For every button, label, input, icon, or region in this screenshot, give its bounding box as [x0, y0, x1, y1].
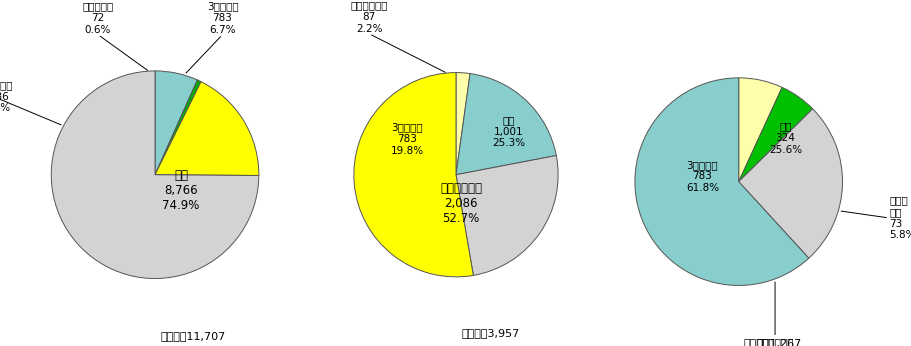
Wedge shape	[738, 78, 782, 182]
Text: 専業
324
25.6%: 専業 324 25.6%	[768, 121, 801, 155]
Wedge shape	[456, 73, 469, 175]
Wedge shape	[738, 87, 812, 182]
Wedge shape	[51, 71, 259, 279]
Text: 全体数　1,267: 全体数 1,267	[743, 338, 802, 346]
Wedge shape	[155, 82, 259, 175]
Text: 地質＋
測量
73
5.8%: 地質＋ 測量 73 5.8%	[888, 195, 911, 240]
Text: 専業
8,766
74.9%: 専業 8,766 74.9%	[162, 169, 200, 212]
Text: 全体数　11,707: 全体数 11,707	[160, 331, 225, 340]
Wedge shape	[634, 78, 808, 285]
Text: 全体数　3,957: 全体数 3,957	[461, 328, 518, 338]
Text: 3業種登録
783
61.8%: 3業種登録 783 61.8%	[685, 160, 718, 193]
Text: 専業
1,001
25.3%: 専業 1,001 25.3%	[492, 115, 525, 148]
Wedge shape	[155, 71, 197, 175]
Text: 建コン＋測量
2,086
52.7%: 建コン＋測量 2,086 52.7%	[440, 182, 482, 225]
Text: 測量＋建コン
2,086
17.8%: 測量＋建コン 2,086 17.8%	[0, 80, 13, 113]
Text: 建コン＋地質
87
2.2%: 建コン＋地質 87 2.2%	[350, 1, 387, 34]
Wedge shape	[353, 73, 473, 277]
Wedge shape	[456, 155, 558, 275]
Wedge shape	[456, 74, 556, 175]
Text: 3業種登録
783
19.8%: 3業種登録 783 19.8%	[390, 122, 423, 156]
Wedge shape	[155, 80, 200, 175]
Text: 3業種登録
783
6.7%: 3業種登録 783 6.7%	[207, 1, 238, 35]
Wedge shape	[738, 109, 842, 258]
Text: 測量＋地質
72
0.6%: 測量＋地質 72 0.6%	[82, 1, 114, 35]
Text: 地質＋建コン
87
6.9%: 地質＋建コン 87 6.9%	[755, 337, 793, 346]
